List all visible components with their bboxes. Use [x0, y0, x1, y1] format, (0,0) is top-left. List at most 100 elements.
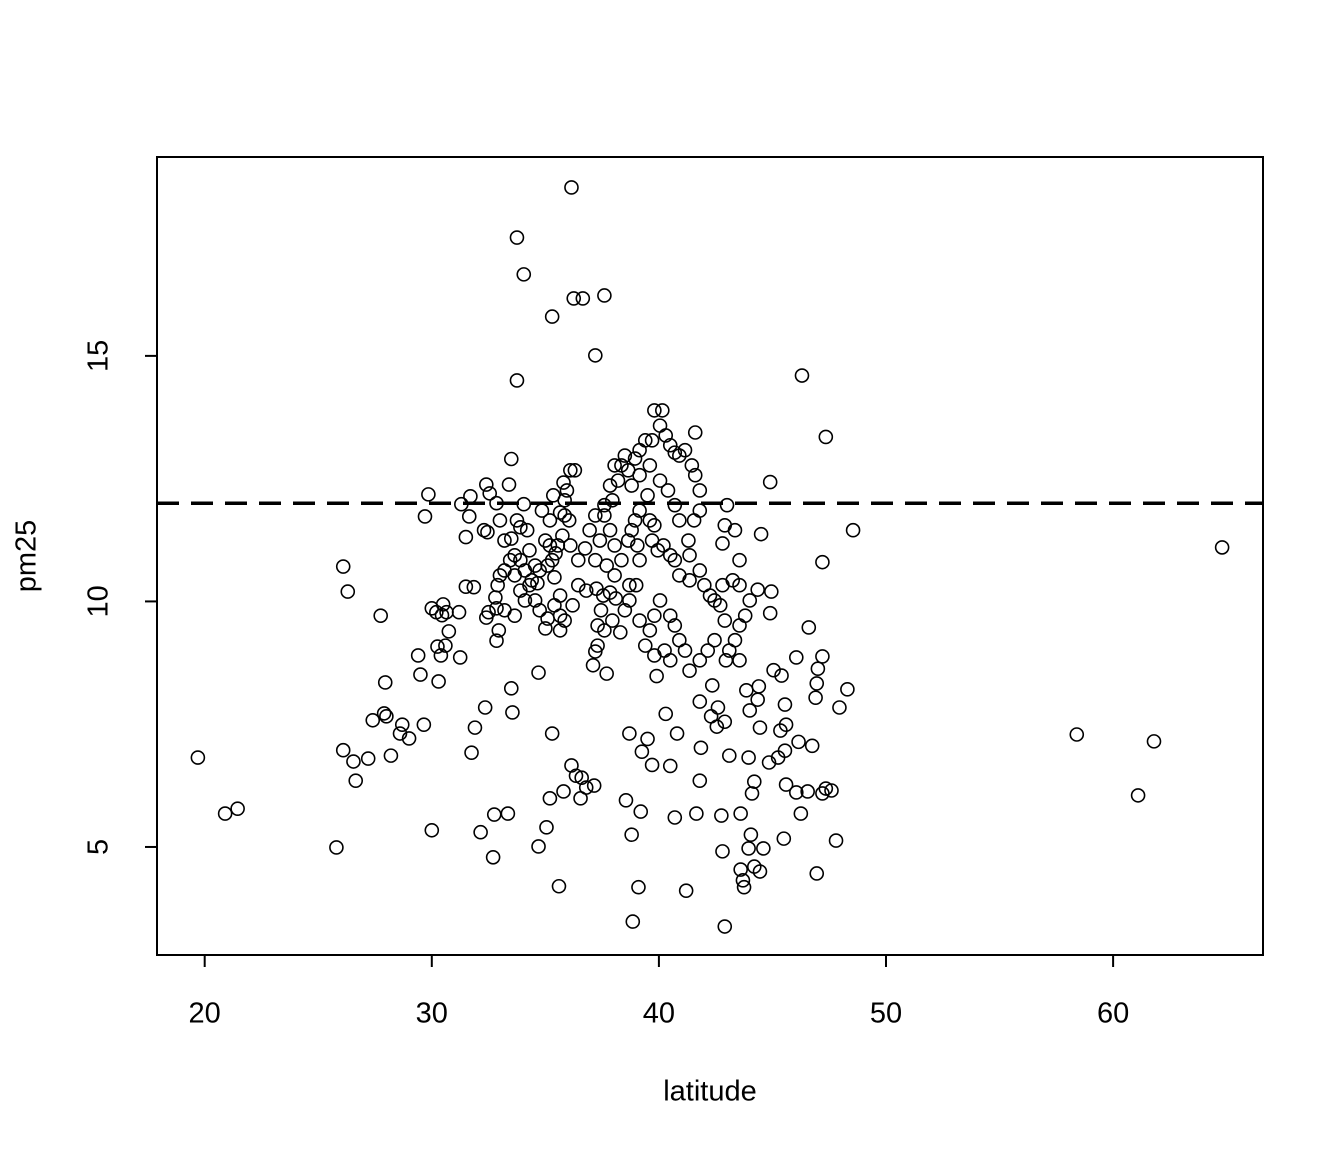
point [575, 291, 591, 306]
point [736, 879, 752, 895]
point [1146, 734, 1162, 749]
point [552, 623, 568, 638]
point [630, 538, 645, 553]
point [486, 807, 502, 822]
point [762, 474, 778, 490]
point [489, 633, 504, 649]
point [430, 639, 445, 654]
point [505, 705, 520, 720]
point [704, 678, 720, 693]
point [480, 524, 495, 540]
point [578, 780, 594, 795]
point [633, 804, 649, 819]
point [230, 801, 245, 816]
point [383, 748, 399, 763]
point [489, 495, 504, 511]
point [777, 697, 793, 712]
point [588, 508, 603, 523]
point [438, 638, 453, 653]
point [433, 648, 449, 663]
point [485, 849, 501, 865]
point [640, 731, 655, 747]
point [791, 734, 806, 750]
point [808, 690, 823, 705]
y-axis-title: pm25 [11, 520, 43, 593]
point [719, 497, 735, 513]
point [647, 648, 662, 663]
point [365, 712, 381, 728]
point [452, 650, 468, 665]
point [454, 496, 469, 512]
point [559, 483, 575, 498]
x-axis-title: latitude [663, 1076, 757, 1108]
point [647, 608, 662, 623]
point [500, 806, 516, 821]
point [644, 757, 660, 773]
point [477, 700, 493, 715]
point [509, 513, 525, 528]
point [778, 777, 794, 792]
point [458, 529, 474, 545]
point [732, 653, 747, 668]
point [608, 591, 624, 606]
point [624, 478, 639, 493]
point [739, 683, 754, 698]
point [542, 791, 558, 806]
point [466, 579, 482, 595]
point [687, 425, 703, 440]
point [644, 433, 660, 448]
point [652, 418, 668, 433]
point [413, 667, 428, 682]
point [815, 554, 830, 570]
point [602, 478, 618, 493]
point [467, 720, 483, 735]
point [845, 522, 861, 538]
point [501, 477, 517, 492]
point [1130, 788, 1146, 803]
point [717, 518, 733, 533]
point [647, 403, 662, 418]
point [801, 620, 817, 635]
point [700, 643, 716, 658]
point [458, 579, 474, 594]
x-tick-label: 60 [1097, 998, 1129, 1030]
point [377, 675, 393, 690]
point [532, 602, 547, 618]
point [516, 267, 532, 282]
point [737, 608, 753, 623]
point [516, 496, 532, 512]
point [574, 770, 589, 786]
point [627, 451, 643, 466]
y-tick-label: 15 [83, 340, 115, 372]
point [722, 748, 737, 763]
point [489, 600, 504, 616]
point [794, 368, 810, 383]
point [607, 458, 622, 473]
point [599, 558, 614, 573]
point [597, 497, 612, 513]
point [732, 577, 747, 593]
point [746, 859, 762, 874]
point [481, 604, 496, 620]
point [503, 451, 519, 467]
point [507, 568, 522, 583]
point [340, 584, 356, 599]
point [597, 508, 612, 523]
point [732, 618, 747, 633]
point [1214, 540, 1230, 555]
point [565, 598, 580, 613]
point [519, 522, 535, 538]
point [686, 513, 702, 528]
point [441, 624, 457, 639]
point [712, 598, 728, 613]
point [435, 597, 451, 612]
point [667, 618, 683, 633]
point [714, 808, 729, 823]
point [650, 543, 666, 558]
point [555, 528, 570, 543]
point [715, 536, 730, 551]
point [509, 230, 525, 245]
point [556, 475, 571, 490]
point [840, 682, 855, 697]
